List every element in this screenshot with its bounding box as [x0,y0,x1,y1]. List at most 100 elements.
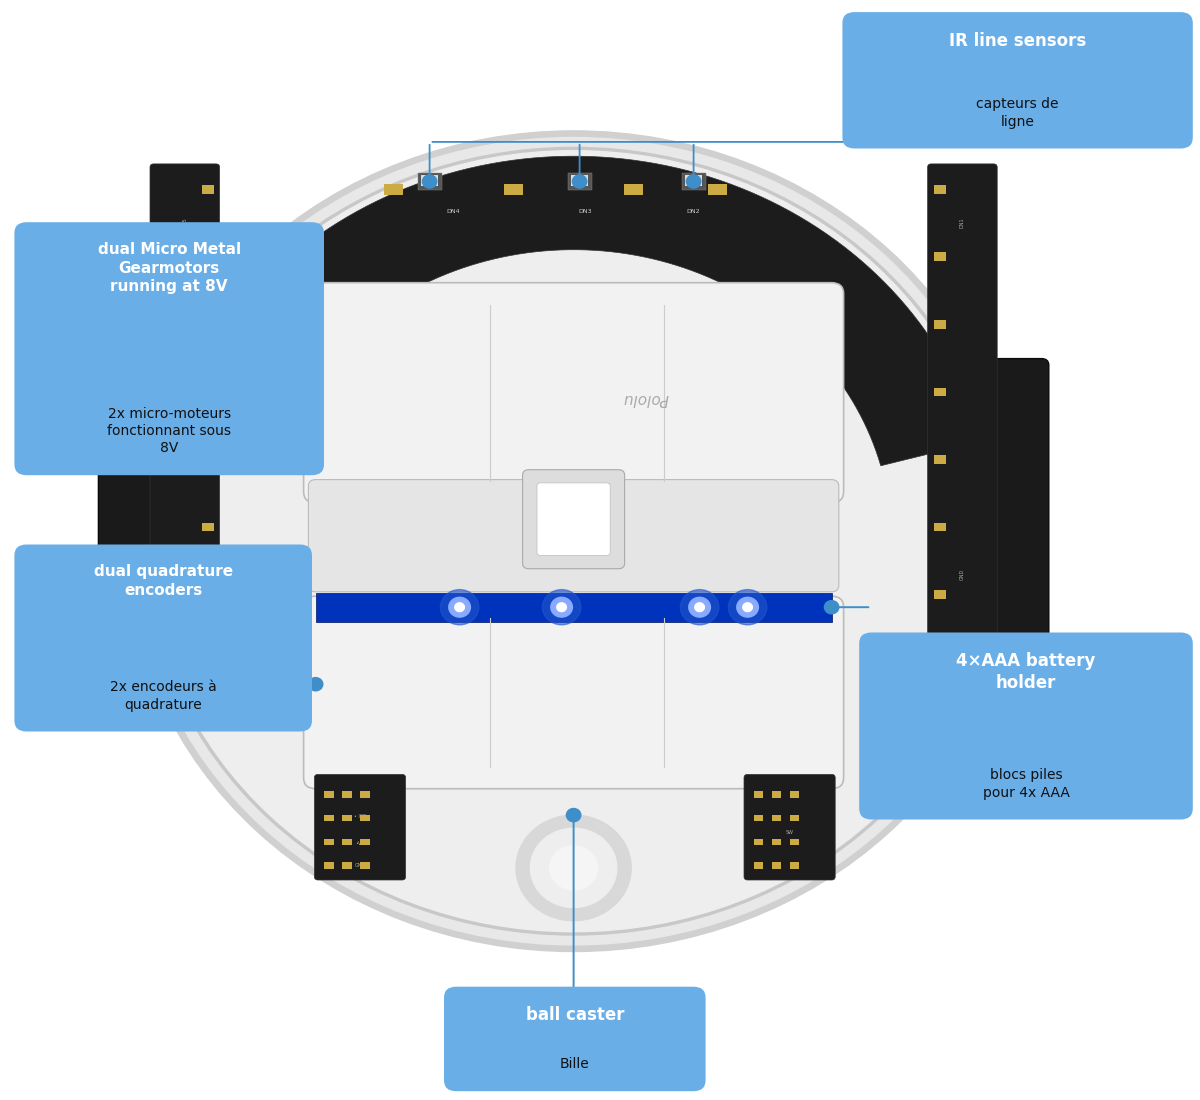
Bar [342,815,352,822]
Text: Pololu: Pololu [623,390,668,406]
Bar [934,591,946,600]
Circle shape [550,846,598,890]
Bar [934,387,946,396]
Bar [324,815,334,822]
Circle shape [689,597,710,617]
Text: SW: SW [786,830,793,835]
Circle shape [737,597,758,617]
Bar [384,184,403,195]
Bar [360,815,370,822]
FancyBboxPatch shape [304,596,844,789]
Circle shape [557,603,566,612]
Text: •VE: •VE [355,842,365,846]
Bar [316,593,832,622]
Circle shape [126,131,1021,952]
Bar [324,838,334,845]
Circle shape [308,678,323,691]
Bar [685,175,702,186]
FancyBboxPatch shape [444,987,706,1091]
Polygon shape [168,156,979,465]
Circle shape [566,808,581,822]
Bar [202,387,214,396]
Circle shape [449,597,470,617]
Circle shape [422,175,437,188]
Bar [754,791,763,798]
Text: ball caster: ball caster [526,1006,624,1024]
Bar [772,838,781,845]
Text: GND: GND [960,569,965,580]
FancyBboxPatch shape [150,164,220,688]
Bar [504,184,523,195]
Bar [754,815,763,822]
Circle shape [824,601,839,614]
Text: DN4: DN4 [446,209,461,213]
Circle shape [551,597,572,617]
Bar [342,838,352,845]
FancyBboxPatch shape [928,164,997,688]
Bar [342,862,352,869]
Circle shape [743,603,752,612]
Bar [421,175,438,186]
Bar [624,184,643,195]
FancyBboxPatch shape [14,544,312,732]
Text: DN2: DN2 [686,209,701,213]
Text: • ISP: • ISP [354,814,366,818]
Circle shape [440,590,479,625]
Text: 4×AAA battery
holder: 4×AAA battery holder [956,652,1096,693]
Text: GND: GND [182,569,187,580]
Bar [934,522,946,531]
Text: DN5: DN5 [182,217,187,228]
Circle shape [133,138,1014,945]
Text: Bille: Bille [560,1057,589,1071]
FancyBboxPatch shape [14,222,324,475]
Bar [568,173,592,190]
Bar [418,173,442,190]
Bar [360,838,370,845]
Text: blocs piles
pour 4x AAA: blocs piles pour 4x AAA [983,769,1069,800]
FancyBboxPatch shape [314,774,406,880]
Circle shape [686,175,701,188]
Bar [324,791,334,798]
Circle shape [455,603,464,612]
Bar [772,815,781,822]
Bar [202,658,214,667]
Bar [360,862,370,869]
FancyBboxPatch shape [308,480,839,592]
Circle shape [542,590,581,625]
Bar [754,838,763,845]
FancyBboxPatch shape [523,470,624,569]
Bar [202,185,214,194]
Circle shape [516,815,631,921]
FancyBboxPatch shape [744,774,835,880]
Bar [360,791,370,798]
Bar [934,658,946,667]
FancyBboxPatch shape [859,632,1193,820]
Bar [790,791,799,798]
Bar [202,320,214,329]
Text: dual Micro Metal
Gearmotors
running at 8V: dual Micro Metal Gearmotors running at 8… [97,242,241,294]
Text: DN1: DN1 [960,217,965,228]
Circle shape [680,590,719,625]
Bar [754,862,763,869]
Bar [772,791,781,798]
Circle shape [308,441,323,454]
Bar [934,320,946,329]
Circle shape [148,151,1000,932]
Circle shape [144,147,1003,935]
Text: 2x micro-moteurs
fonctionnant sous
8V: 2x micro-moteurs fonctionnant sous 8V [107,407,232,455]
FancyBboxPatch shape [304,283,844,503]
Bar [324,862,334,869]
Bar [790,838,799,845]
Bar [790,862,799,869]
Bar [682,173,706,190]
Text: DN3: DN3 [578,209,593,213]
Circle shape [728,590,767,625]
Bar [202,455,214,464]
Bar [934,252,946,261]
Text: GND: GND [354,864,366,868]
Circle shape [695,603,704,612]
FancyBboxPatch shape [992,359,1049,691]
Bar [790,815,799,822]
FancyBboxPatch shape [98,359,155,691]
Bar [708,184,727,195]
